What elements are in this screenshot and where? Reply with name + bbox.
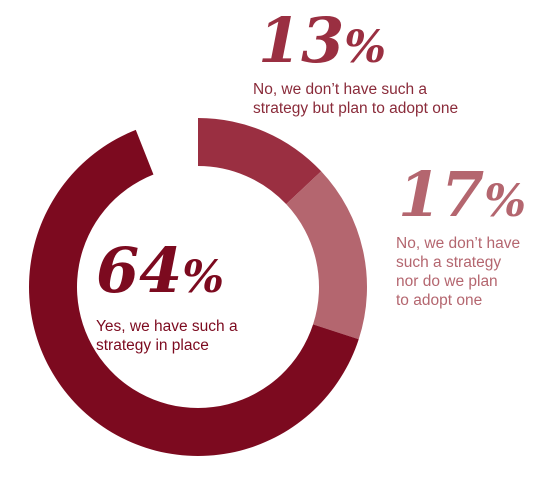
slice-no-percent-value: 17 <box>398 158 485 231</box>
slice-yes-label-line-2: strategy in place <box>96 337 209 354</box>
slice-no-label-line-2: such a strategy <box>396 254 502 271</box>
slice-plan-label-line-2: strategy but plan to adopt one <box>253 100 459 117</box>
slice-plan-arc <box>198 118 322 205</box>
slice-yes-arc <box>29 129 359 456</box>
slice-plan-percent: 13% <box>258 10 386 72</box>
slice-no-label-line-3: nor do we plan <box>396 273 498 290</box>
slice-yes-label: Yes, we have such a strategy in place <box>96 317 238 355</box>
slice-no-label-line-4: to adopt one <box>396 292 483 309</box>
slice-yes-percent: 64% <box>96 240 224 302</box>
slice-no-label-line-1: No, we don’t have <box>396 235 521 252</box>
slice-yes-percent-symbol: % <box>182 252 225 303</box>
slice-no-label: No, we don’t have such a strategy nor do… <box>396 234 520 310</box>
slice-plan-label-line-1: No, we don’t have such a <box>253 81 428 98</box>
slice-yes-label-line-1: Yes, we have such a <box>96 318 238 335</box>
slice-no-percent-symbol: % <box>484 176 527 227</box>
slice-plan-percent-value: 13 <box>258 4 345 77</box>
slice-no-arc <box>286 171 368 340</box>
slice-plan-percent-symbol: % <box>344 22 387 73</box>
slice-no-percent: 17% <box>398 164 526 226</box>
slice-plan-label: No, we don’t have such a strategy but pl… <box>253 80 458 118</box>
slice-yes-percent-value: 64 <box>96 234 183 307</box>
